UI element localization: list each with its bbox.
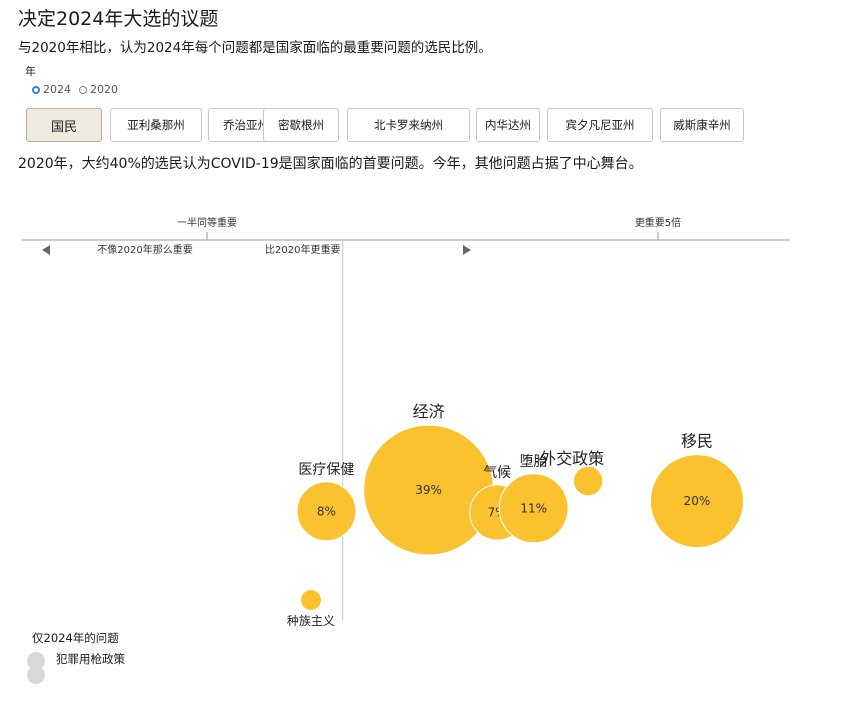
tab-pennsylvania[interactable]: 宾夕凡尼亚州 xyxy=(547,108,653,142)
tab-nevada[interactable]: 内华达州 xyxy=(476,108,540,142)
page-subtitle: 与2020年相比，认为2024年每个问题都是国家面临的最重要问题的选民比例。 xyxy=(18,40,492,56)
bubble-category-label: 医疗保健 xyxy=(298,462,354,478)
year-radio-group: 2024 2020 xyxy=(32,83,118,96)
bubble-value-label: 8% xyxy=(317,504,336,518)
x-tick-label: 一半同等重要 xyxy=(177,216,237,229)
tab-arizona[interactable]: 亚利桑那州 xyxy=(110,108,202,142)
bubble-value-label: 11% xyxy=(520,501,547,515)
annotation-more-important: 比2020年更重要 xyxy=(265,243,340,256)
radio-selected-icon xyxy=(32,85,40,94)
bubble[interactable] xyxy=(300,589,322,611)
arrow-right-icon xyxy=(463,245,471,255)
page-title: 决定2024年大选的议题 xyxy=(18,8,219,30)
year-radio-2020[interactable]: 2020 xyxy=(79,83,118,96)
bubble-category-label: 种族主义 xyxy=(287,614,335,628)
arrow-left-icon xyxy=(42,245,50,255)
bubble-category-label: 移民 xyxy=(681,432,713,451)
legend-swatch xyxy=(27,652,47,686)
bubble[interactable] xyxy=(649,454,744,549)
legend-dot-icon xyxy=(27,652,45,670)
x-tick-label: 更重要5倍 xyxy=(635,216,681,229)
bubble-category-label: 堕胎 xyxy=(520,453,548,470)
bubble-value-label: 39% xyxy=(415,483,442,497)
bubble-category-label: 经济 xyxy=(413,402,445,421)
tab-north-carolina[interactable]: 北卡罗来纳州 xyxy=(347,108,470,142)
bubble[interactable] xyxy=(498,473,569,544)
legend-dot-icon xyxy=(27,666,45,684)
bubble[interactable] xyxy=(572,465,604,497)
year-radio-label: 2024 xyxy=(43,83,71,96)
tab-national[interactable]: 国民 xyxy=(26,108,102,142)
year-radio-label: 2020 xyxy=(90,83,118,96)
year-selector-label: 年 xyxy=(25,65,36,78)
bubble[interactable] xyxy=(296,481,357,542)
annotation-less-important: 不像2020年那么重要 xyxy=(97,243,192,256)
legend-title: 仅2024年的问题 xyxy=(32,631,119,645)
bubble-category-label: 气候 xyxy=(483,465,511,481)
tab-wisconsin[interactable]: 威斯康辛州 xyxy=(660,108,744,142)
radio-unselected-icon xyxy=(79,85,87,94)
year-radio-2024[interactable]: 2024 xyxy=(32,83,71,96)
bubble-value-label: 20% xyxy=(684,494,711,508)
lead-text: 2020年，大约40%的选民认为COVID-19是国家面临的首要问题。今年，其他… xyxy=(18,156,643,172)
tab-michigan[interactable]: 密歇根州 xyxy=(263,108,339,142)
bubble-category-label: 外交政策 xyxy=(540,449,604,468)
legend-item: 犯罪用枪政策 xyxy=(56,652,125,666)
